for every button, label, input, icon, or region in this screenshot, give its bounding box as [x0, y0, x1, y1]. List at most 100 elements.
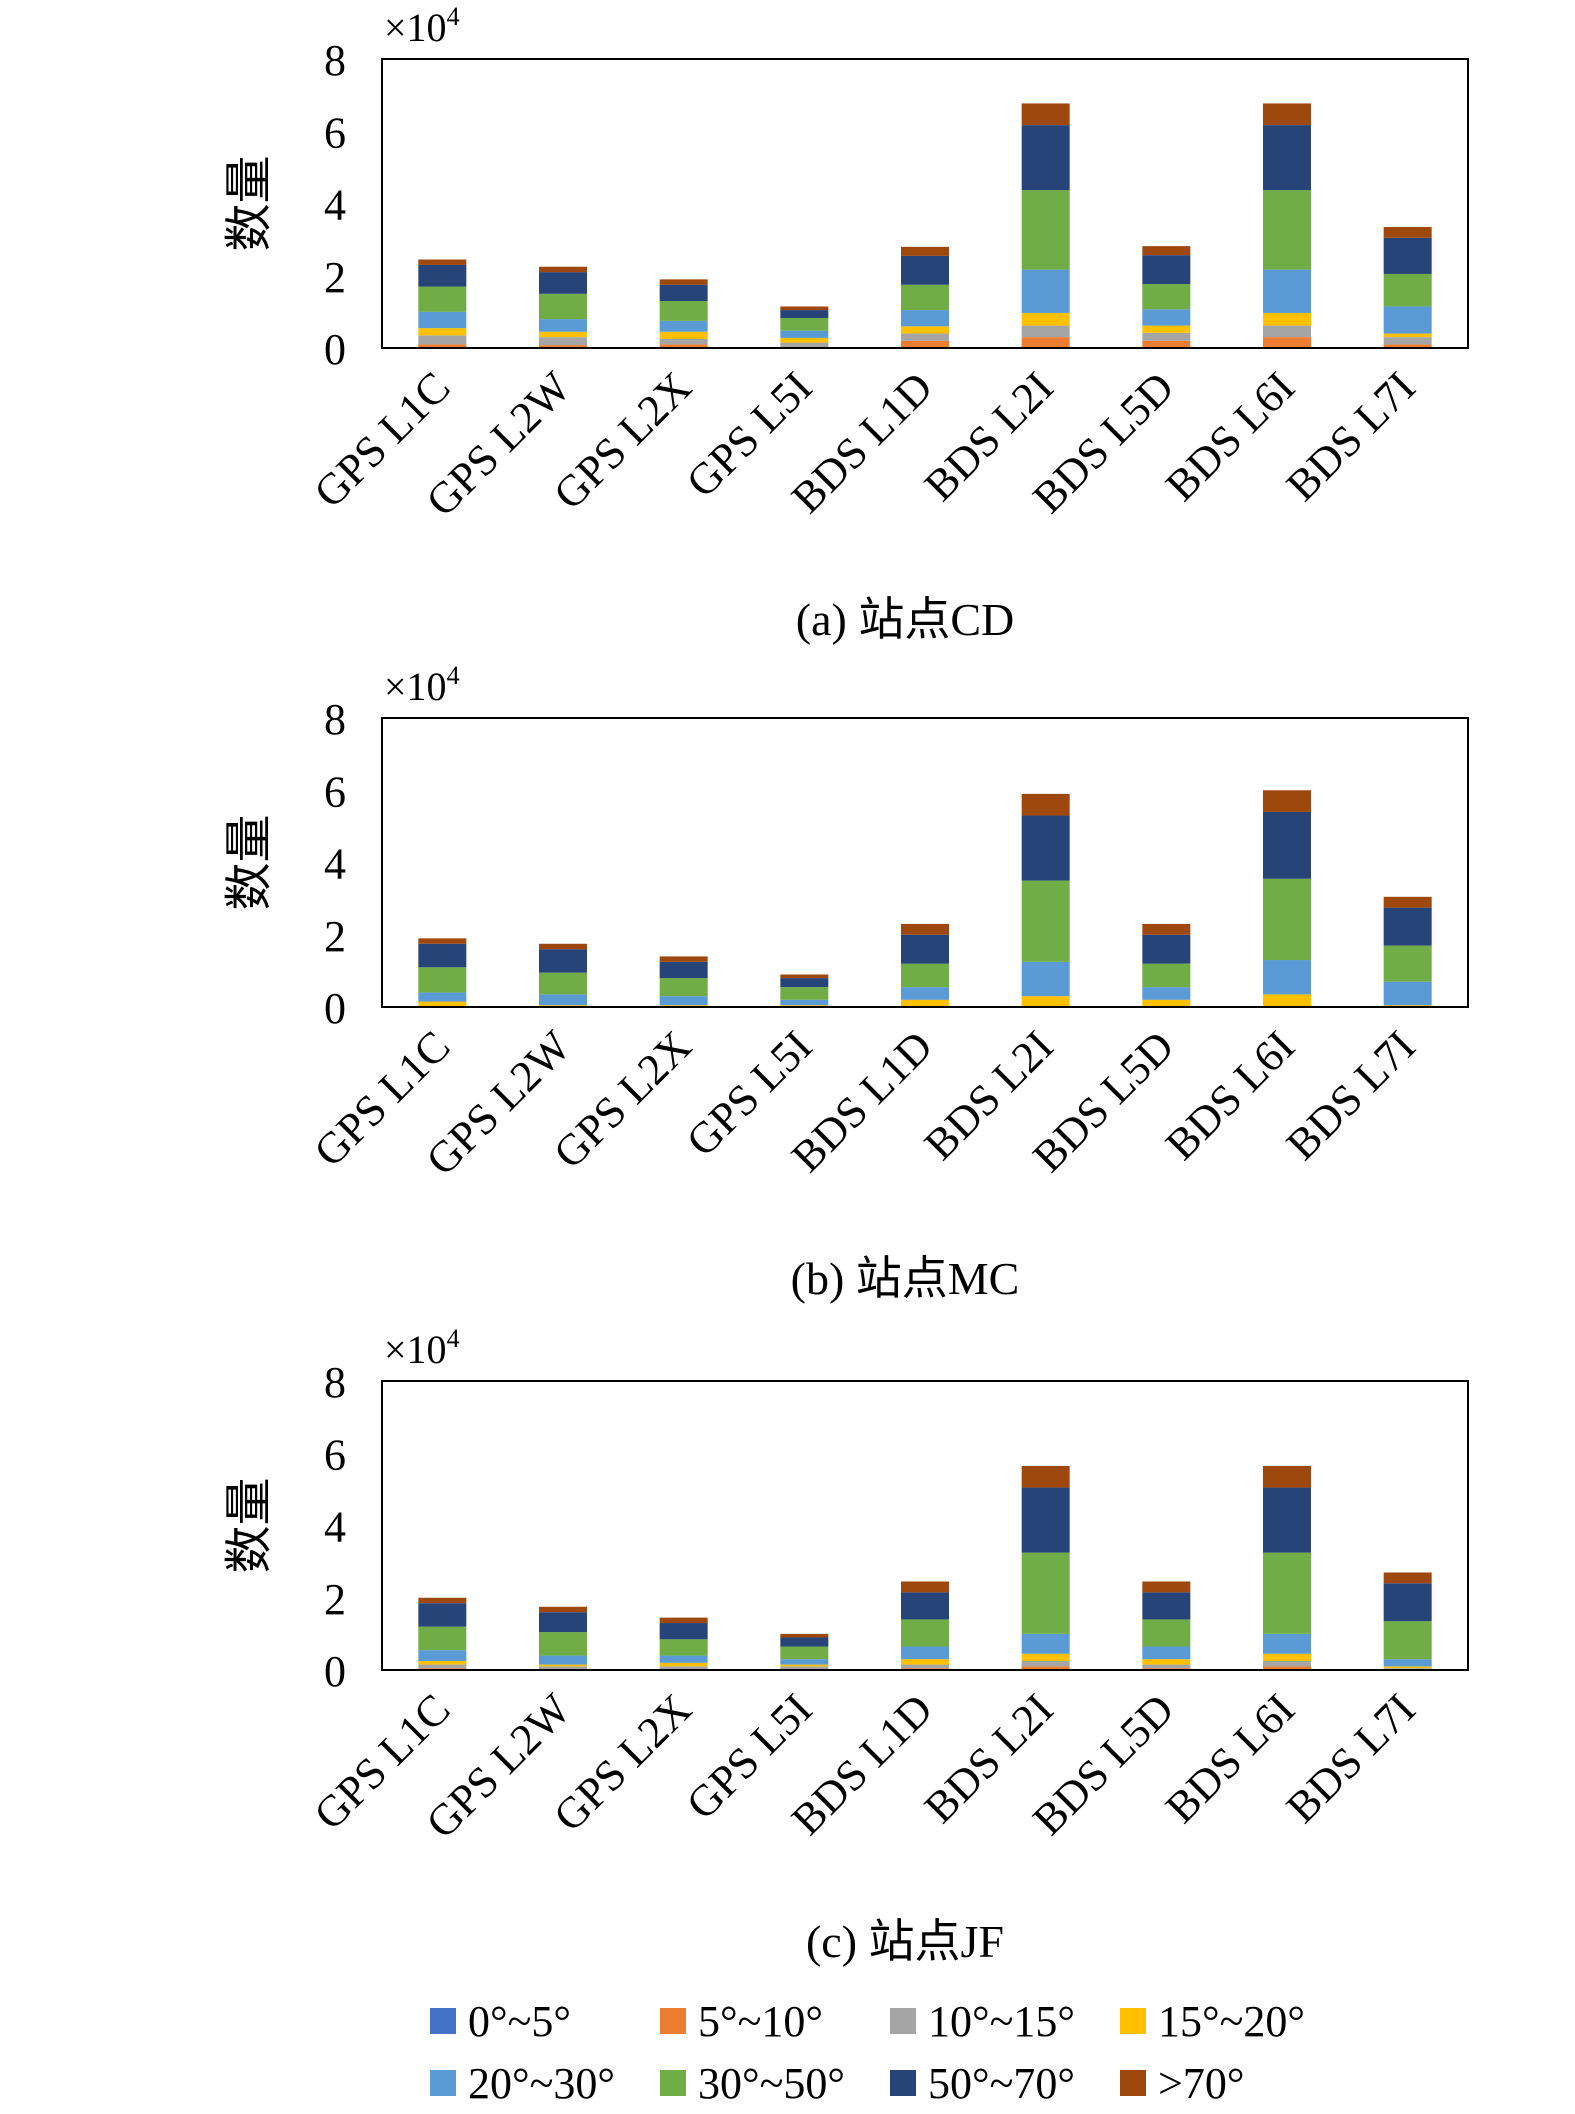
bar-segment [539, 1606, 587, 1613]
bar-segment [1021, 996, 1070, 1007]
y-tick-label: 0 [324, 984, 346, 1033]
bar-segment [780, 987, 829, 1000]
legend-label: 30°~50° [698, 2058, 845, 2108]
bar-segment [539, 331, 587, 338]
y-tick-label: 0 [324, 325, 346, 374]
bar-segment [1142, 284, 1191, 310]
bar-segment [1142, 1619, 1191, 1647]
bar-segment [1021, 103, 1070, 126]
bar-segment [1263, 994, 1311, 1007]
bar-segment [1383, 333, 1432, 338]
legend-swatch [430, 2070, 456, 2096]
x-tick-label: BDS L6I [1156, 362, 1304, 510]
x-tick-label: BDS L6I [1156, 1021, 1304, 1169]
bar-segment [1263, 1653, 1311, 1661]
bar-segment [659, 978, 708, 997]
panel-caption: (a) 站点CD [796, 594, 1014, 645]
bar-segment [1263, 811, 1311, 879]
y-tick-label: 2 [324, 253, 346, 302]
y-tick-label: 2 [324, 1575, 346, 1624]
bar-segment [1142, 987, 1191, 1000]
bar-segment [1021, 961, 1070, 997]
legend-label: 20°~30° [468, 2058, 615, 2108]
bar-segment [1383, 306, 1432, 334]
legend-swatch [890, 2070, 916, 2096]
panel-caption: (c) 站点JF [806, 1916, 1004, 1967]
bar-segment [1021, 880, 1070, 962]
bar-segment [1263, 103, 1311, 126]
bar-segment [901, 923, 949, 935]
bar-segment [1263, 337, 1311, 348]
bar-segment [1263, 878, 1311, 961]
bar-segment [659, 320, 708, 332]
y-tick-label: 8 [324, 1358, 346, 1407]
bar-segment [659, 1666, 708, 1670]
axis-multiplier: ×104 [384, 1324, 460, 1372]
bar-segment [1021, 325, 1070, 338]
bar-segment [1021, 125, 1070, 191]
bar-segment [418, 938, 467, 944]
bar-segment [539, 345, 587, 348]
bar-segment [901, 999, 949, 1007]
bar-segment [780, 1666, 829, 1670]
bar-segment [1383, 337, 1432, 345]
bar-segment [1263, 190, 1311, 270]
bar-segment [1383, 945, 1432, 982]
bar-segment [780, 306, 829, 311]
legend-label: 15°~20° [1158, 1996, 1305, 2046]
bar-segment [1142, 923, 1191, 935]
bar-segment [1021, 190, 1070, 270]
x-tick-label: BDS L7I [1277, 1021, 1425, 1169]
bar-segment [780, 1646, 829, 1660]
bar-segment [1263, 1660, 1311, 1667]
y-tick-label: 8 [324, 695, 346, 744]
bar-segment [659, 338, 708, 345]
legend-item: 5°~10° [660, 1996, 890, 2047]
bar-segment [659, 1662, 708, 1667]
bar-segment [780, 310, 829, 319]
bar-segment [539, 1666, 587, 1670]
bar-segment [659, 301, 708, 321]
bar-segment [1263, 1552, 1311, 1634]
legend-item: 10°~15° [890, 1996, 1120, 2047]
bar-segment [418, 1597, 467, 1604]
bar-segment [1263, 1465, 1311, 1488]
bar-segment [901, 1664, 949, 1669]
legend-item: >70° [1120, 2058, 1350, 2109]
bar-segment [901, 340, 949, 348]
bar-segment [1142, 963, 1191, 988]
legend-item: 15°~20° [1120, 1996, 1350, 2047]
legend-item: 50°~70° [890, 2058, 1120, 2109]
bar-segment [1383, 344, 1432, 348]
bar-segment [901, 284, 949, 311]
bar-segment [1021, 1660, 1070, 1667]
bar-segment [1021, 1487, 1070, 1553]
axis-multiplier: ×104 [384, 661, 460, 709]
y-tick-label: 4 [324, 1503, 346, 1552]
bar-segment [418, 1650, 467, 1661]
bar-segment [901, 1592, 949, 1620]
y-tick-label: 2 [324, 912, 346, 961]
bar-segment [1383, 237, 1432, 274]
legend-label: 10°~15° [928, 1996, 1075, 2046]
bar-segment [1142, 325, 1191, 333]
bar-segment [418, 1660, 467, 1665]
bar-segment [418, 1001, 467, 1007]
bar-segment [1142, 340, 1191, 348]
bar-segment [418, 1664, 467, 1669]
bar-segment [659, 1639, 708, 1656]
bar-segment [1142, 1664, 1191, 1669]
legend-swatch [660, 2008, 686, 2034]
bar-segment [539, 319, 587, 332]
legend-label: 0°~5° [468, 1996, 571, 2046]
bar-segment [1383, 896, 1432, 908]
legend: 0°~5° 5°~10° 10°~15° 15°~20° 20°~30° 30°… [430, 1990, 1430, 2114]
bar-segment [659, 961, 708, 979]
bar-segment [1021, 269, 1070, 313]
bar-segment [539, 293, 587, 320]
bar-segment [901, 310, 949, 327]
bar-segment [1142, 1659, 1191, 1665]
bar-segment [1263, 312, 1311, 326]
y-tick-label: 6 [324, 767, 346, 816]
